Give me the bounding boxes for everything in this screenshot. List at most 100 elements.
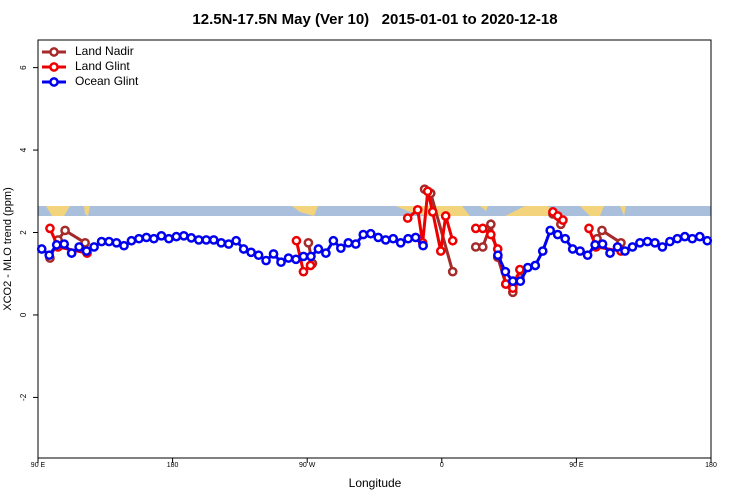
data-point xyxy=(627,242,638,252)
map-strip xyxy=(38,206,711,216)
legend-marker xyxy=(49,62,59,72)
legend-marker xyxy=(49,77,59,87)
data-point xyxy=(45,223,55,234)
data-point xyxy=(231,235,242,246)
data-point xyxy=(111,237,122,248)
data-point xyxy=(328,235,339,246)
data-point xyxy=(650,237,660,248)
data-point xyxy=(515,276,526,287)
data-point xyxy=(597,225,607,236)
data-point xyxy=(104,236,114,247)
data-point xyxy=(134,233,144,244)
y-tick-label: 6 xyxy=(19,65,28,70)
data-point xyxy=(477,223,488,234)
data-point xyxy=(575,246,585,256)
data-point xyxy=(558,215,568,225)
data-point xyxy=(119,240,129,251)
data-point xyxy=(149,233,159,244)
data-point xyxy=(410,232,421,243)
x-tick-label: 90 E xyxy=(31,462,46,469)
data-point xyxy=(365,228,376,239)
data-point xyxy=(665,236,675,247)
y-tick-label: 2 xyxy=(19,230,28,235)
data-point xyxy=(44,250,55,261)
x-axis-label: Longitude xyxy=(349,476,402,490)
data-point xyxy=(306,251,316,262)
data-point xyxy=(350,239,361,249)
data-point xyxy=(380,235,391,245)
map-land xyxy=(505,206,560,216)
data-point xyxy=(291,235,302,246)
data-point xyxy=(590,240,600,250)
data-point xyxy=(208,235,219,245)
map-land xyxy=(620,206,626,216)
data-point xyxy=(303,237,314,248)
legend-label: Land Nadir xyxy=(75,44,134,58)
data-point xyxy=(530,260,541,271)
data-point xyxy=(141,232,152,243)
legend-label: Land Glint xyxy=(75,59,130,73)
data-point xyxy=(486,229,496,240)
data-point xyxy=(321,248,331,258)
data-point xyxy=(402,213,413,223)
chart-title: 12.5N-17.5N May (Ver 10) 2015-01-01 to 2… xyxy=(192,11,557,28)
data-point xyxy=(486,219,496,230)
data-point xyxy=(395,237,406,248)
map-ocean xyxy=(38,206,711,216)
x-tick-label: 90 W xyxy=(299,462,316,469)
data-point xyxy=(66,248,77,258)
data-point xyxy=(89,242,99,252)
map-land xyxy=(580,206,604,216)
data-point xyxy=(584,223,594,234)
data-point xyxy=(507,276,518,287)
y-axis-label: XCO2 - MLO trend (ppm) xyxy=(2,187,14,310)
data-point xyxy=(74,242,84,252)
data-point xyxy=(679,231,690,242)
data-point xyxy=(298,251,309,262)
data-point xyxy=(435,246,446,256)
x-tick-label: 180 xyxy=(705,462,717,469)
data-point xyxy=(216,237,227,248)
data-point xyxy=(560,233,571,244)
data-point xyxy=(96,236,107,247)
data-point xyxy=(477,242,488,252)
data-point xyxy=(515,264,525,275)
data-point xyxy=(358,229,369,240)
data-point xyxy=(672,233,683,244)
data-point xyxy=(193,235,204,245)
data-point xyxy=(537,246,548,256)
data-point xyxy=(500,266,511,277)
data-point xyxy=(276,257,286,268)
data-point xyxy=(552,229,563,240)
data-point xyxy=(427,207,438,217)
data-point xyxy=(642,236,653,247)
x-tick-label: 90 E xyxy=(569,462,584,469)
data-point xyxy=(687,233,698,244)
data-point xyxy=(283,253,294,263)
data-point xyxy=(493,250,503,261)
data-point xyxy=(60,225,70,236)
legend-label: Ocean Glint xyxy=(75,74,139,88)
y-tick-label: 0 xyxy=(19,312,28,317)
data-point xyxy=(418,240,428,251)
data-point xyxy=(635,237,645,248)
data-point xyxy=(447,235,458,246)
map-land xyxy=(480,206,488,211)
data-point xyxy=(373,232,384,243)
data-point xyxy=(545,225,556,236)
data-point xyxy=(422,186,433,197)
data-point xyxy=(567,244,578,254)
data-point xyxy=(59,239,70,249)
data-point xyxy=(51,240,62,250)
x-tick-label: 0 xyxy=(440,462,444,469)
data-point xyxy=(164,233,174,244)
data-point xyxy=(126,235,137,246)
data-point xyxy=(343,237,354,248)
data-point xyxy=(412,204,423,215)
data-point xyxy=(246,247,256,258)
legend-marker xyxy=(49,47,59,57)
data-point xyxy=(694,231,705,242)
data-point xyxy=(657,242,668,252)
data-point xyxy=(171,231,182,242)
